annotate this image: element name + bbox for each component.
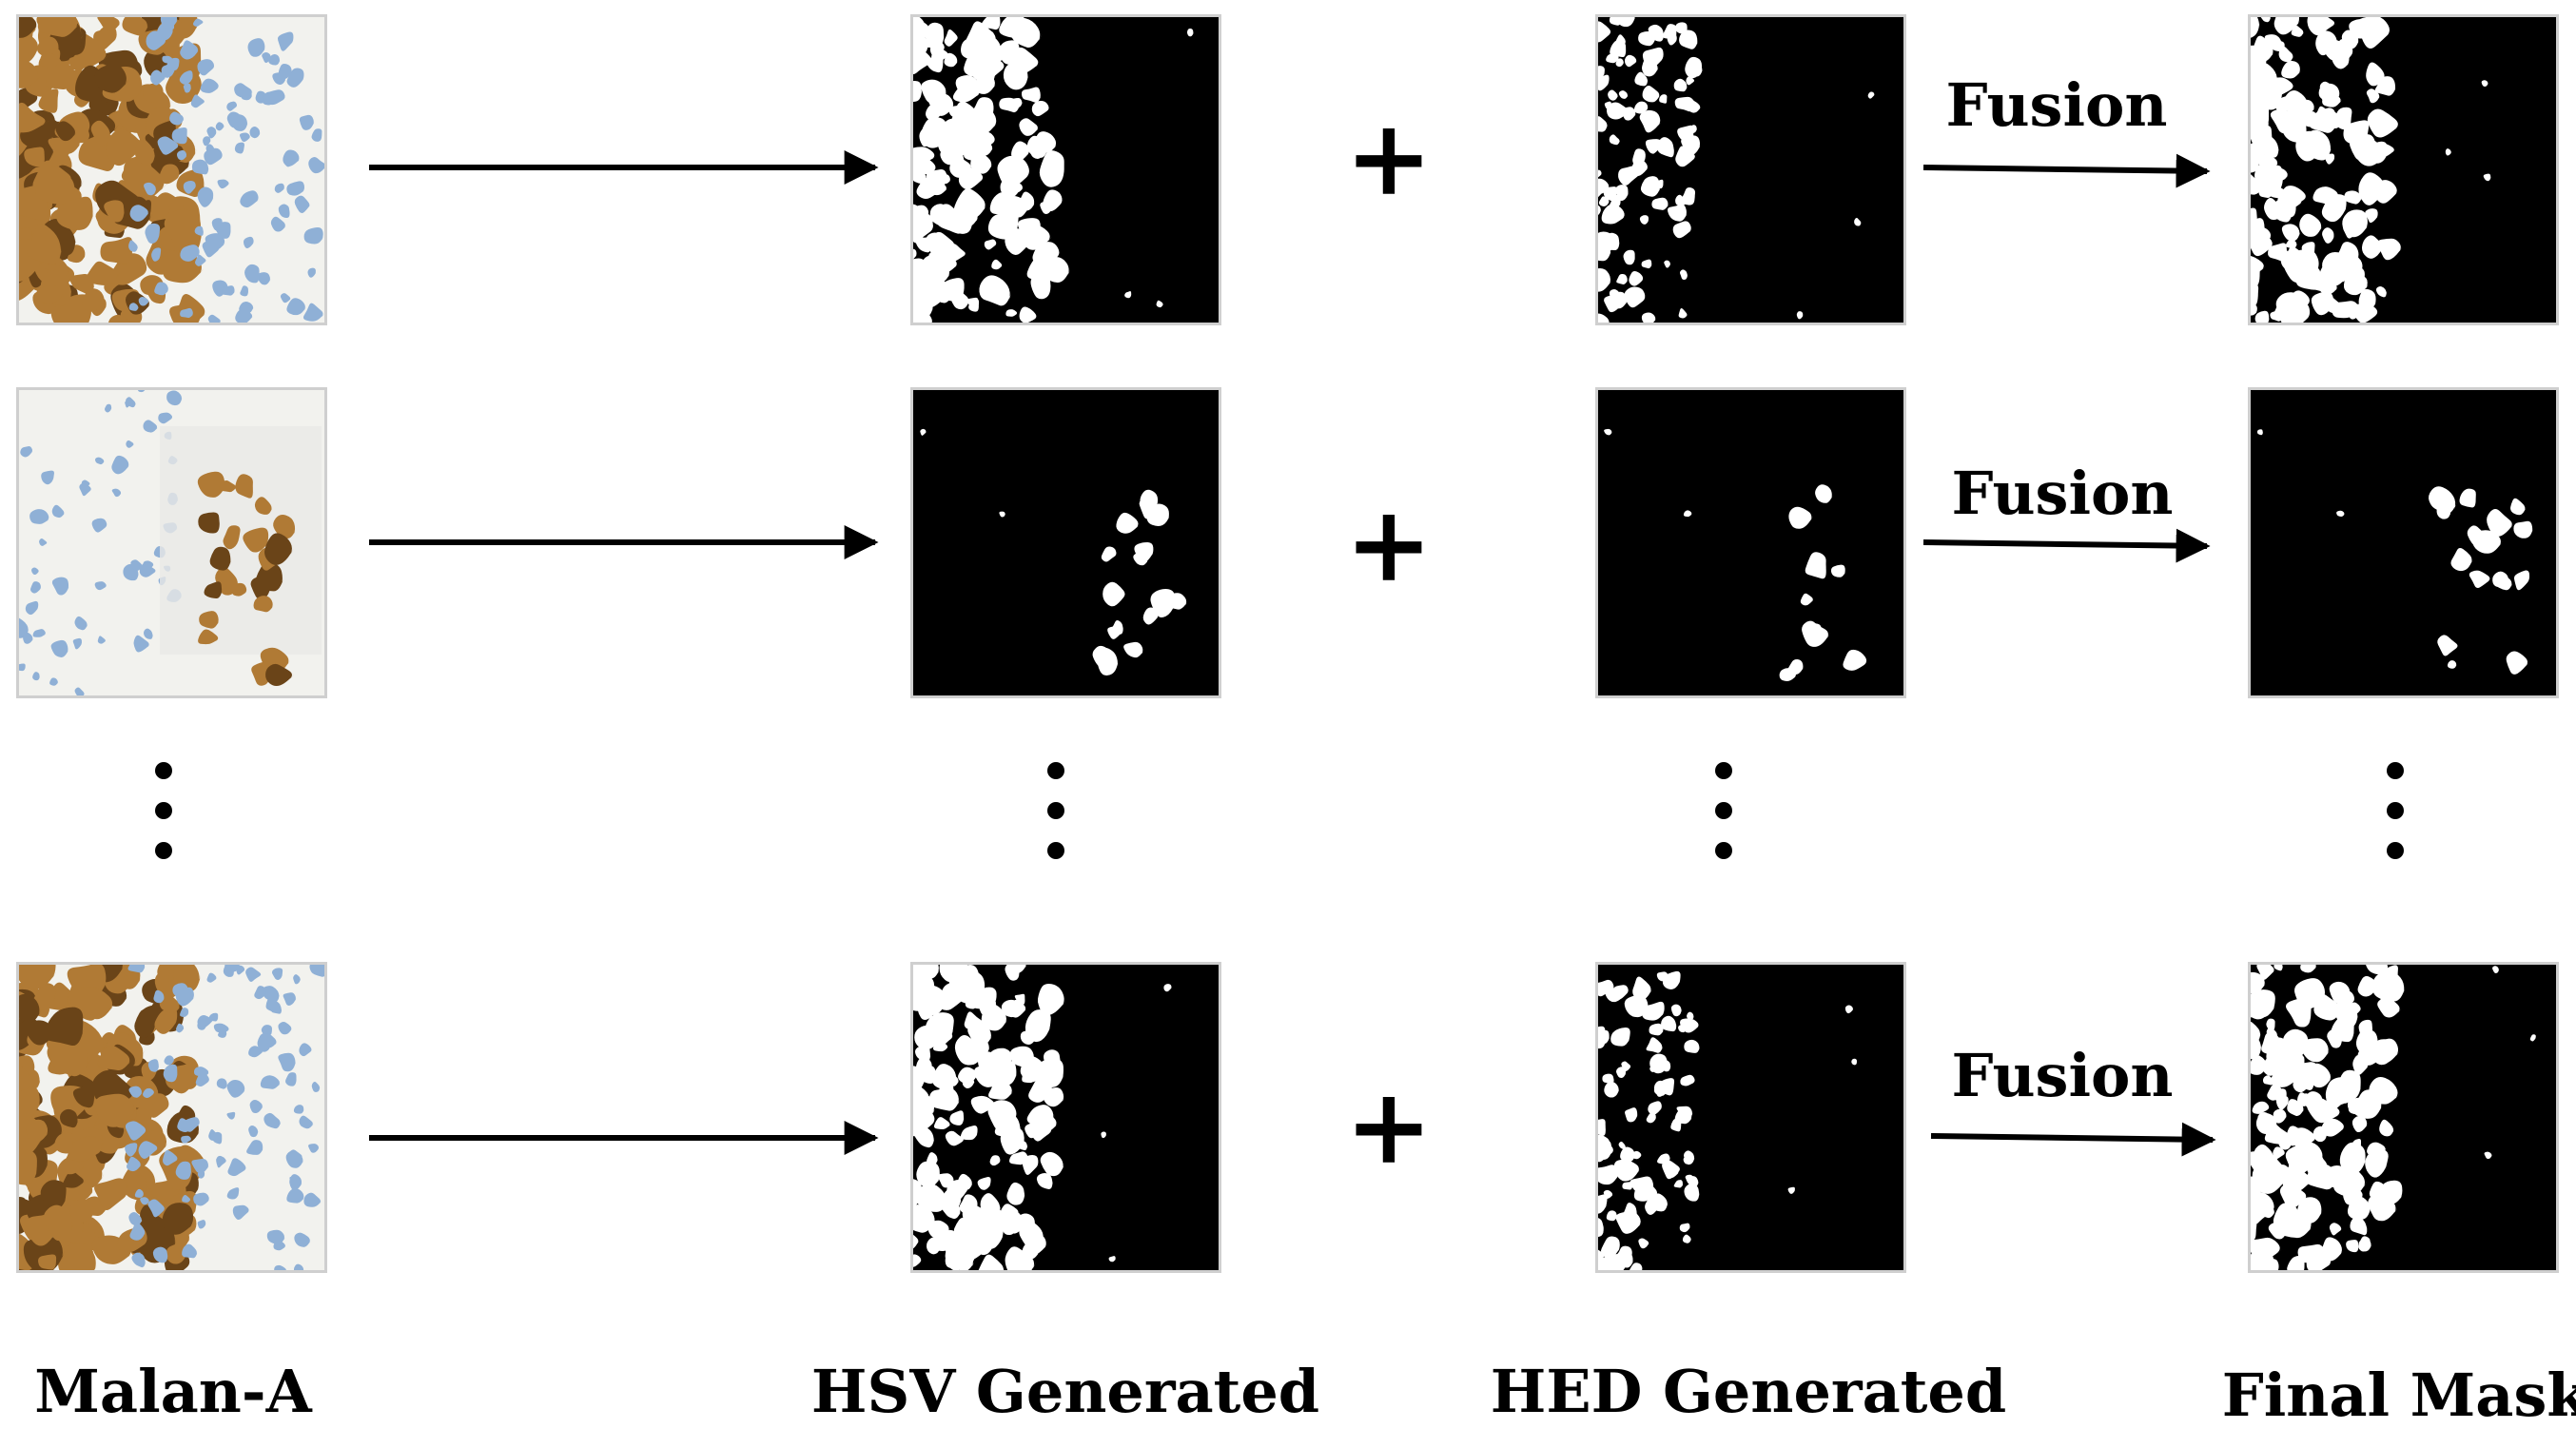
malan-a-tile-3 [16, 962, 327, 1273]
plus-sign-row-1: + [1345, 96, 1433, 219]
fusion-arrow-row-2 [1922, 528, 2211, 563]
fusion-label-row-1: Fusion [1946, 70, 2168, 140]
fusion-arrow-row-1 [1922, 153, 2211, 188]
hsv-mask-tile-3 [910, 962, 1221, 1273]
ellipsis-malan [155, 762, 172, 859]
tile-grid [16, 14, 2559, 1273]
final-mask-tile-3 [2248, 962, 2559, 1273]
hed-mask-tile-2 [1595, 387, 1906, 698]
malan-a-tile-1 [16, 14, 327, 325]
malan-a-tile-2 [16, 387, 327, 698]
arrows-to-hsv [369, 150, 879, 1155]
fusion-label-row-2: Fusion [1952, 459, 2174, 528]
ellipsis-hsv [1047, 762, 1064, 859]
ellipsis-markers [155, 762, 2404, 859]
column-label-hed: HED Generated [1491, 1357, 2006, 1426]
hsv-mask-tile-2 [910, 387, 1221, 698]
final-mask-tile-1 [2248, 14, 2559, 325]
column-label-final: Final Mask [2222, 1360, 2576, 1429]
fusion-label-row-3: Fusion [1952, 1041, 2174, 1110]
ellipsis-final [2387, 762, 2404, 859]
final-mask-tile-2 [2248, 387, 2559, 698]
fusion-arrow-row-3 [1930, 1122, 2216, 1157]
fusion-operators: Fusion Fusion Fusion [1922, 70, 2216, 1157]
hed-mask-tile-3 [1595, 962, 1906, 1273]
column-label-malan: Malan-A [34, 1357, 312, 1426]
column-labels: Malan-A HSV Generated HED Generated Fina… [34, 1357, 2576, 1429]
hsv-mask-tile-1 [910, 14, 1221, 325]
plus-operators: + + + [1345, 96, 1433, 1187]
hed-mask-tile-1 [1595, 14, 1906, 325]
plus-sign-row-2: + [1345, 482, 1433, 605]
plus-sign-row-3: + [1345, 1065, 1433, 1187]
ellipsis-hed [1715, 762, 1732, 859]
column-label-hsv: HSV Generated [811, 1357, 1319, 1426]
